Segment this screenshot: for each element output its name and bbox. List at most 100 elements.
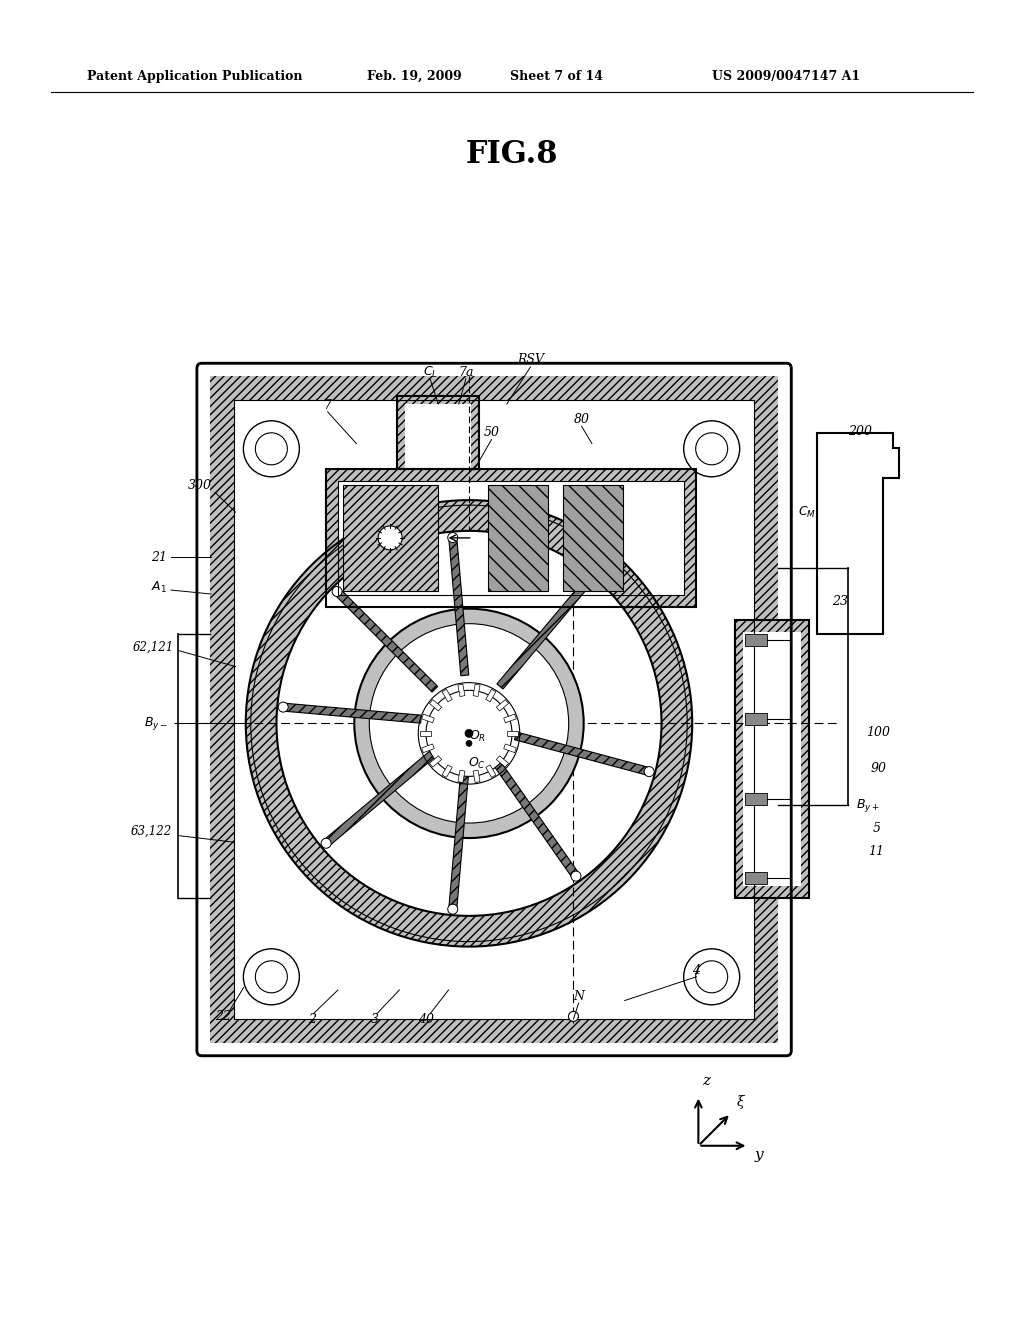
Circle shape — [644, 767, 654, 776]
Circle shape — [465, 730, 473, 738]
Polygon shape — [420, 731, 431, 735]
Bar — [338, 480, 684, 595]
Text: $C_M$: $C_M$ — [798, 504, 816, 520]
Text: US 2009/0047147 A1: US 2009/0047147 A1 — [712, 70, 860, 83]
Text: 2: 2 — [308, 1012, 316, 1026]
Circle shape — [568, 1011, 579, 1022]
Polygon shape — [422, 744, 434, 752]
Bar — [735, 620, 809, 898]
Circle shape — [244, 421, 299, 477]
Polygon shape — [458, 684, 465, 697]
Circle shape — [695, 433, 728, 465]
Text: 23: 23 — [831, 595, 848, 609]
Circle shape — [466, 741, 472, 746]
Circle shape — [244, 949, 299, 1005]
Text: Patent Application Publication: Patent Application Publication — [87, 70, 302, 83]
Bar — [326, 469, 696, 607]
Circle shape — [571, 871, 581, 882]
Bar — [210, 1019, 778, 1043]
Polygon shape — [504, 744, 516, 752]
Circle shape — [332, 586, 342, 597]
Circle shape — [322, 838, 331, 849]
Circle shape — [255, 433, 288, 465]
Circle shape — [684, 421, 739, 477]
FancyBboxPatch shape — [197, 363, 792, 1056]
Bar — [343, 484, 437, 591]
Polygon shape — [817, 433, 899, 634]
Polygon shape — [485, 764, 496, 777]
Circle shape — [354, 609, 584, 838]
Polygon shape — [324, 751, 434, 846]
Circle shape — [255, 961, 288, 993]
Text: z: z — [702, 1073, 711, 1088]
Bar — [397, 396, 479, 469]
Text: $O_R$: $O_R$ — [469, 729, 485, 744]
Circle shape — [684, 949, 739, 1005]
Bar — [745, 714, 767, 726]
Text: 80: 80 — [573, 413, 590, 426]
Polygon shape — [497, 756, 509, 767]
Bar — [745, 871, 767, 883]
Polygon shape — [514, 733, 650, 775]
Polygon shape — [442, 764, 453, 777]
Bar — [210, 376, 778, 400]
Text: 11: 11 — [868, 845, 885, 858]
Polygon shape — [497, 578, 592, 689]
Bar — [397, 396, 479, 469]
Bar — [562, 484, 623, 591]
Bar — [406, 404, 471, 469]
Polygon shape — [458, 770, 465, 783]
Polygon shape — [429, 756, 441, 767]
Text: 62,121: 62,121 — [133, 640, 174, 653]
Circle shape — [695, 961, 728, 993]
Text: 200: 200 — [848, 425, 872, 438]
Text: 22: 22 — [215, 1010, 231, 1023]
Polygon shape — [442, 689, 453, 702]
Text: 90: 90 — [870, 762, 887, 775]
Text: $A_1$: $A_1$ — [151, 579, 167, 595]
Polygon shape — [334, 589, 437, 692]
Circle shape — [447, 904, 458, 915]
Circle shape — [246, 500, 692, 946]
Bar — [233, 400, 755, 1019]
Text: y: y — [755, 1148, 763, 1162]
Text: RSV: RSV — [517, 352, 544, 366]
Text: 21: 21 — [151, 550, 167, 564]
Bar — [755, 400, 778, 1019]
Bar — [338, 480, 684, 595]
Bar — [745, 792, 767, 804]
Text: ξ: ξ — [737, 1096, 744, 1109]
Bar — [745, 635, 767, 647]
Text: Feb. 19, 2009: Feb. 19, 2009 — [367, 70, 462, 83]
Text: 300: 300 — [187, 479, 212, 492]
Bar — [735, 620, 809, 898]
Text: 7: 7 — [324, 399, 332, 412]
Circle shape — [370, 623, 568, 824]
Bar — [487, 484, 548, 591]
Text: 40: 40 — [418, 1012, 434, 1026]
Polygon shape — [449, 537, 469, 676]
Text: $B_{y-}$: $B_{y-}$ — [143, 715, 168, 731]
Text: 50: 50 — [483, 426, 500, 440]
Circle shape — [276, 531, 662, 916]
Text: $B_{y+}$: $B_{y+}$ — [856, 797, 881, 813]
Text: 5: 5 — [872, 822, 881, 836]
Polygon shape — [485, 689, 496, 702]
Circle shape — [426, 690, 512, 776]
Text: N: N — [573, 990, 584, 1003]
Bar — [743, 632, 801, 886]
Circle shape — [279, 702, 288, 711]
Text: 4: 4 — [692, 964, 700, 977]
Text: 7a: 7a — [458, 366, 474, 379]
Circle shape — [584, 576, 594, 586]
Text: 63,122: 63,122 — [131, 825, 172, 838]
Text: $C_L$: $C_L$ — [423, 364, 437, 380]
Text: $O_C$: $O_C$ — [468, 755, 486, 771]
Polygon shape — [504, 714, 516, 723]
Polygon shape — [449, 771, 469, 909]
Text: Sheet 7 of 14: Sheet 7 of 14 — [510, 70, 603, 83]
Polygon shape — [429, 700, 441, 711]
Polygon shape — [473, 770, 480, 783]
Circle shape — [378, 525, 402, 550]
Polygon shape — [497, 700, 509, 711]
